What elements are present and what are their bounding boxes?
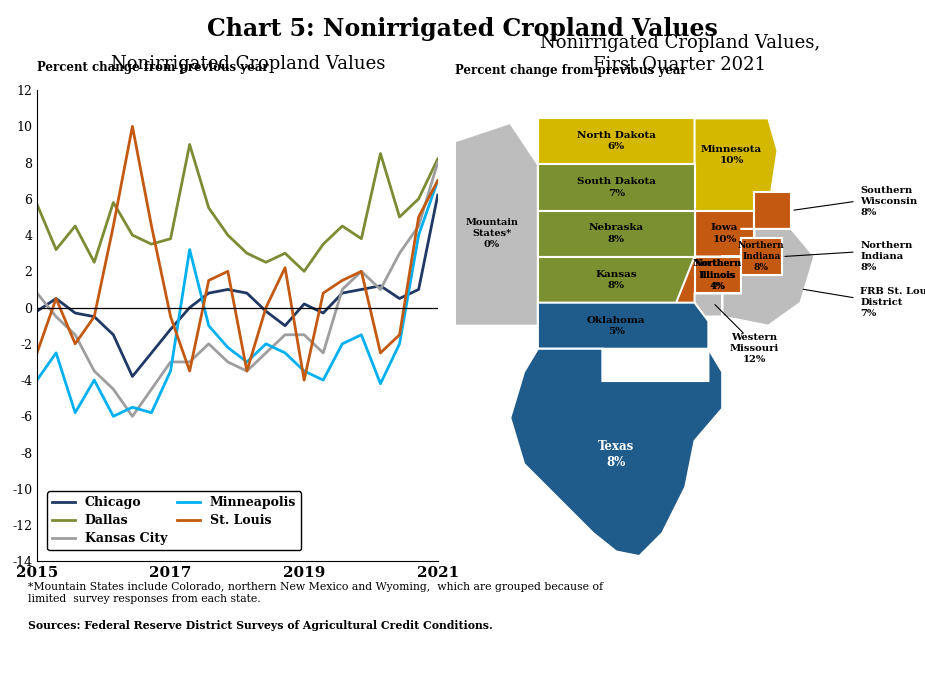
Text: Texas
8%: Texas 8% <box>598 440 635 469</box>
Text: FRB St. Louis
District
7%: FRB St. Louis District 7% <box>860 287 925 318</box>
Text: Kansas
8%: Kansas 8% <box>596 270 637 290</box>
Text: *Mountain States include Colorado, northern New Mexico and Wyoming,  which are g: *Mountain States include Colorado, north… <box>28 582 603 604</box>
Polygon shape <box>695 256 741 293</box>
Text: Percent change from previous year: Percent change from previous year <box>37 60 268 73</box>
Text: Western
Missouri
12%: Western Missouri 12% <box>730 333 779 365</box>
Text: Iowa
10%: Iowa 10% <box>710 224 738 244</box>
Text: Northern
Indiana
8%: Northern Indiana 8% <box>738 241 784 272</box>
Polygon shape <box>695 119 778 225</box>
Text: Minnesota
10%: Minnesota 10% <box>701 145 762 165</box>
Text: Northern
Illinois
4%: Northern Illinois 4% <box>693 259 742 290</box>
Text: Percent change from previous year: Percent change from previous year <box>455 64 686 77</box>
Text: Sources: Federal Reserve District Surveys of Agricultural Credit Conditions.: Sources: Federal Reserve District Survey… <box>28 620 492 631</box>
Polygon shape <box>755 192 791 229</box>
Text: North Dakota
6%: North Dakota 6% <box>577 132 656 152</box>
Text: Northern
Illinois
4%: Northern Illinois 4% <box>695 259 741 290</box>
Polygon shape <box>741 238 783 275</box>
Text: Southern
Wisconsin
8%: Southern Wisconsin 8% <box>860 186 918 217</box>
Polygon shape <box>537 256 695 303</box>
Text: Nonirrigated Cropland Values: Nonirrigated Cropland Values <box>111 55 386 73</box>
Polygon shape <box>741 238 783 275</box>
Polygon shape <box>537 211 695 256</box>
Text: Mountain
States*
0%: Mountain States* 0% <box>465 218 518 249</box>
Polygon shape <box>695 229 814 326</box>
Polygon shape <box>695 211 755 256</box>
Text: Nebraska
8%: Nebraska 8% <box>588 224 644 244</box>
Text: South Dakota
7%: South Dakota 7% <box>577 177 656 198</box>
Text: Oklahoma
5%: Oklahoma 5% <box>587 315 646 336</box>
Polygon shape <box>695 256 741 293</box>
Text: Northern
Indiana
8%: Northern Indiana 8% <box>860 241 913 272</box>
Polygon shape <box>537 164 695 211</box>
Polygon shape <box>511 349 722 556</box>
Polygon shape <box>537 303 709 349</box>
Polygon shape <box>455 123 537 326</box>
Legend: Chicago, Dallas, Kansas City, Minneapolis, St. Louis: Chicago, Dallas, Kansas City, Minneapoli… <box>47 491 301 550</box>
Polygon shape <box>537 119 695 164</box>
Polygon shape <box>676 256 722 317</box>
Text: Chart 5: Nonirrigated Cropland Values: Chart 5: Nonirrigated Cropland Values <box>207 17 718 42</box>
Text: Nonirrigated Cropland Values,
First Quarter 2021: Nonirrigated Cropland Values, First Quar… <box>540 34 820 73</box>
